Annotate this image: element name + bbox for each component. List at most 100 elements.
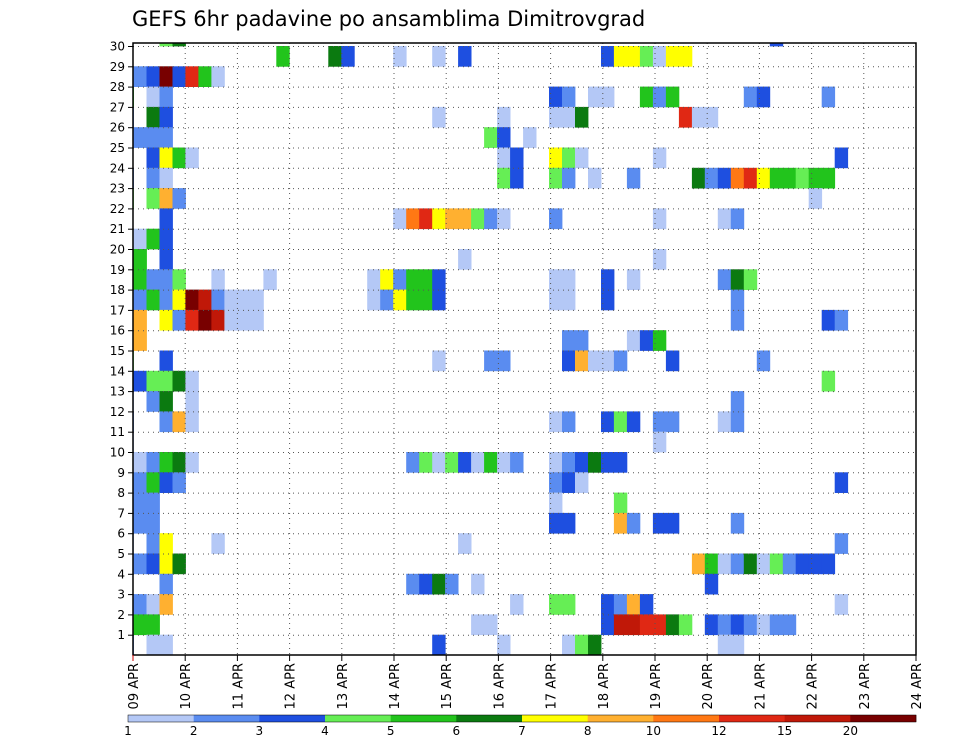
heat-cell	[626, 614, 641, 636]
heat-cell	[575, 350, 589, 372]
heat-cell	[133, 452, 147, 473]
y-tick-label: 19	[110, 263, 125, 277]
colorbar-label: 4	[321, 724, 329, 738]
heat-cell	[678, 614, 693, 636]
colorbar-label: 20	[843, 724, 858, 738]
heat-cell	[652, 208, 667, 230]
heat-cell	[601, 269, 615, 290]
heat-cell	[133, 553, 147, 575]
heat-cell	[665, 512, 680, 534]
colorbar-swatch	[456, 715, 523, 722]
x-tick-label: 17 APR	[545, 663, 560, 709]
heat-cell	[224, 289, 238, 311]
heat-cell	[159, 147, 173, 169]
heat-cell	[652, 411, 667, 433]
heat-cell	[146, 66, 160, 87]
heat-cell	[198, 309, 212, 331]
heat-cell	[652, 46, 667, 67]
heat-cell	[159, 573, 173, 595]
colorbar-label: 3	[256, 724, 264, 738]
heat-cell	[497, 452, 511, 473]
heat-cell	[769, 43, 784, 47]
heat-cell	[172, 188, 186, 209]
heat-cell	[717, 614, 732, 636]
y-tick-label: 30	[110, 40, 125, 54]
colorbar-label: 2	[190, 724, 198, 738]
x-tick-label: 22 APR	[806, 663, 821, 709]
heat-cell	[652, 249, 667, 270]
heat-cell	[730, 269, 745, 290]
heat-cell	[172, 370, 186, 392]
heat-cell	[159, 289, 173, 311]
heat-cell	[834, 594, 849, 615]
heat-cell	[730, 309, 745, 331]
y-tick-label: 26	[110, 121, 125, 135]
heat-cell	[782, 553, 797, 575]
heat-cell	[146, 289, 160, 311]
heat-cell	[172, 472, 186, 493]
heat-cell	[730, 553, 745, 575]
colorbar-label: 10	[646, 724, 661, 738]
heat-cell	[458, 452, 472, 473]
heat-cell	[224, 309, 238, 331]
heat-cell	[652, 512, 667, 534]
heat-cell	[613, 512, 628, 534]
heat-cell	[341, 46, 355, 67]
heat-cell	[159, 350, 173, 372]
heat-cell	[133, 228, 147, 250]
x-tick-label: 09 APR	[127, 663, 142, 709]
heat-cell	[562, 86, 576, 108]
heat-cell	[406, 208, 420, 230]
heat-cell	[159, 208, 173, 230]
heat-cell	[484, 350, 498, 372]
heat-cell	[159, 167, 173, 189]
heat-cell	[613, 452, 628, 473]
heat-cell	[691, 553, 706, 575]
heat-cell	[704, 553, 719, 575]
colorbar-swatch	[587, 715, 654, 722]
y-tick-label: 16	[110, 324, 125, 338]
heat-cell	[133, 249, 147, 270]
colorbar-swatch	[193, 715, 260, 722]
heat-cell	[821, 309, 836, 331]
heat-cell	[730, 411, 745, 433]
heat-cell	[159, 86, 173, 108]
heat-cell	[211, 309, 225, 331]
y-tick-label: 29	[110, 60, 125, 74]
heat-cell	[445, 452, 459, 473]
heat-cell	[250, 309, 264, 331]
y-tick-label: 27	[110, 100, 125, 114]
heat-cell	[159, 452, 173, 473]
heat-cell	[458, 46, 472, 67]
heat-cell	[678, 106, 693, 128]
heat-cell	[484, 614, 498, 636]
heat-cell	[510, 167, 524, 189]
heat-cell	[406, 289, 420, 311]
heat-cell	[133, 492, 147, 514]
heat-cell	[562, 289, 576, 311]
heat-cell	[497, 147, 511, 169]
heat-cell	[717, 167, 732, 189]
heat-cell	[652, 86, 667, 108]
heat-cell	[665, 411, 680, 433]
heat-cell	[626, 167, 641, 189]
heat-cell	[367, 289, 381, 311]
heat-cell	[613, 614, 628, 636]
y-tick-label: 13	[110, 385, 125, 399]
x-tick-label: 23 APR	[858, 663, 873, 709]
heat-cell	[146, 228, 160, 250]
colorbar-label: 7	[518, 724, 526, 738]
plot-frame	[132, 42, 917, 656]
heat-cell	[133, 512, 147, 534]
y-tick-label: 8	[117, 486, 125, 500]
heat-cell	[639, 46, 654, 67]
heat-cell	[497, 208, 511, 230]
heat-cell	[406, 269, 420, 290]
grid-layer	[133, 43, 916, 655]
heat-cell	[471, 452, 485, 473]
heat-cell	[639, 86, 654, 108]
y-tick-label: 12	[110, 405, 125, 419]
y-tick-label: 1	[117, 628, 125, 642]
heat-cell	[601, 411, 615, 433]
heat-cell	[159, 391, 173, 412]
